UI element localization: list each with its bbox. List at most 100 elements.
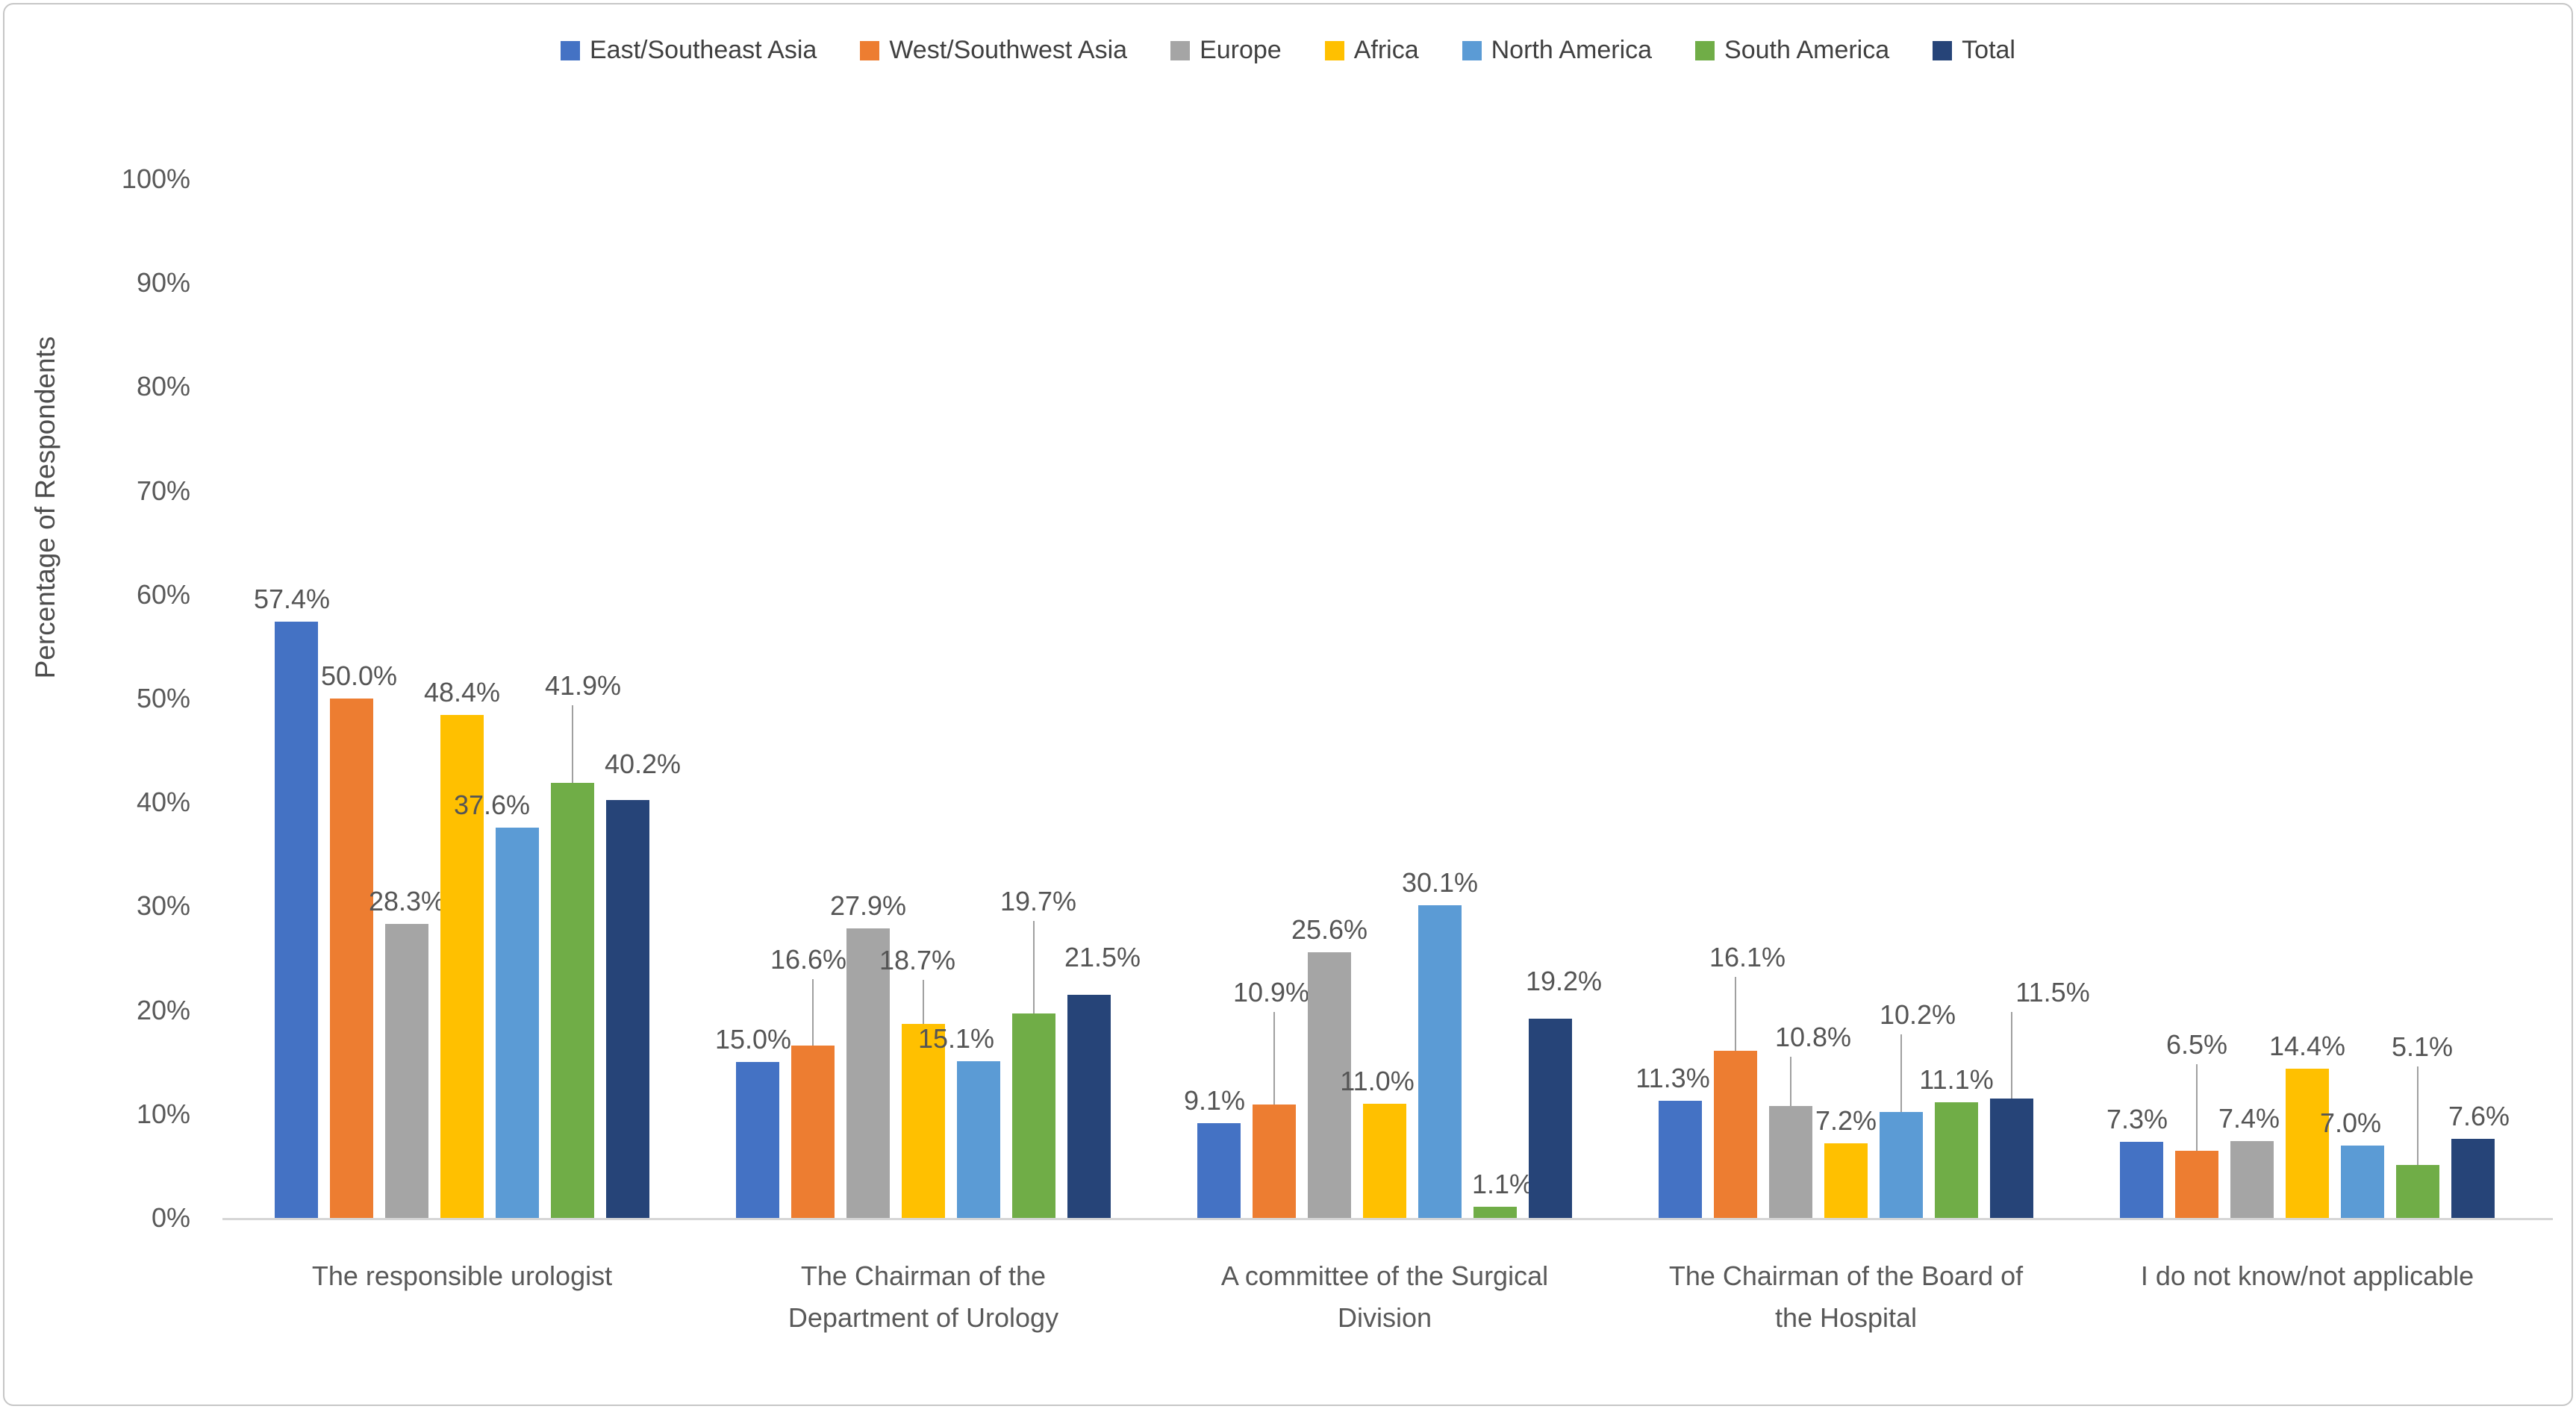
bar-europe: [1769, 1105, 1812, 1218]
bar-west-southwest-asia: [791, 1045, 835, 1218]
bar-west-southwest-asia: [2175, 1150, 2218, 1218]
bar-west-southwest-asia: [330, 699, 373, 1218]
bar-africa: [2286, 1068, 2329, 1218]
data-label: 15.0%: [714, 1024, 792, 1055]
bar-south-america: [1012, 1013, 1055, 1218]
bar-east-southeast-asia: [275, 621, 318, 1218]
legend-item: East/Southeast Asia: [561, 36, 817, 65]
data-label: 11.0%: [1340, 1065, 1415, 1096]
x-axis-line: [222, 1218, 2553, 1220]
bar-europe: [385, 924, 428, 1218]
bar-europe: [1308, 952, 1351, 1218]
data-label: 16.1%: [1709, 941, 1786, 972]
data-label: 11.3%: [1635, 1062, 1710, 1093]
leader-line: [2417, 1066, 2418, 1165]
leader-line: [1735, 976, 1736, 1051]
y-tick-label: 10%: [136, 1098, 190, 1129]
legend-swatch-icon: [1462, 40, 1482, 60]
bar-north-america: [2341, 1145, 2384, 1218]
legend-label: North America: [1491, 36, 1653, 64]
bar-north-america: [1418, 905, 1462, 1218]
legend-item: West/Southwest Asia: [860, 36, 1127, 65]
legend-item: Europe: [1170, 36, 1282, 65]
legend-swatch-icon: [1933, 40, 1953, 60]
bar-east-southeast-asia: [1197, 1123, 1241, 1218]
bar-south-america: [2396, 1165, 2439, 1218]
data-label: 11.5%: [2015, 976, 2090, 1007]
legend-label: Africa: [1353, 36, 1419, 64]
bar-east-southeast-asia: [736, 1062, 779, 1218]
leader-line: [1900, 1034, 1902, 1113]
data-label: 14.4%: [2268, 1030, 2346, 1061]
bar-total: [2451, 1139, 2495, 1218]
legend-item: Africa: [1324, 36, 1419, 65]
legend-swatch-icon: [860, 40, 880, 60]
category-label: The responsible urologist: [311, 1260, 613, 1291]
legend-swatch-icon: [1695, 40, 1715, 60]
data-label: 9.1%: [1183, 1085, 1246, 1116]
data-label: 57.4%: [253, 583, 331, 614]
data-label: 10.2%: [1879, 999, 1956, 1031]
legend-label: South America: [1724, 36, 1890, 64]
data-label: 48.4%: [423, 677, 501, 708]
data-label: 16.6%: [770, 943, 847, 975]
bar-east-southeast-asia: [2120, 1142, 2163, 1218]
data-label: 18.7%: [879, 944, 956, 975]
leader-line: [1273, 1012, 1275, 1105]
category-label: A committee of the Surgical Division: [1220, 1260, 1549, 1333]
data-label: 6.5%: [2165, 1028, 2228, 1060]
data-label: 19.2%: [1525, 965, 1603, 996]
bar-east-southeast-asia: [1659, 1100, 1702, 1218]
y-tick-label: 30%: [136, 890, 190, 922]
legend-label: East/Southeast Asia: [590, 36, 817, 64]
bar-total: [606, 800, 649, 1218]
bar-africa: [902, 1023, 945, 1218]
bar-south-america: [1935, 1102, 1978, 1218]
data-label: 1.1%: [1471, 1168, 1534, 1199]
data-label: 37.6%: [453, 789, 531, 820]
leader-line: [923, 979, 924, 1024]
leader-line: [1790, 1056, 1791, 1106]
data-label: 25.6%: [1291, 913, 1368, 945]
data-label: 40.2%: [604, 749, 682, 780]
data-label: 5.1%: [2391, 1031, 2454, 1062]
leader-line: [1033, 920, 1035, 1013]
bar-africa: [1363, 1103, 1406, 1218]
leader-line: [2196, 1063, 2198, 1151]
bar-total: [1067, 994, 1111, 1218]
y-tick-label: 80%: [136, 371, 190, 402]
bar-south-america: [551, 782, 594, 1218]
category-label: I do not know/not applicable: [2140, 1260, 2474, 1291]
leader-line: [572, 704, 573, 783]
leader-line: [812, 978, 814, 1046]
legend-label: Europe: [1200, 36, 1282, 64]
data-label: 7.0%: [2319, 1107, 2382, 1138]
data-label: 11.1%: [1919, 1064, 1994, 1096]
bar-europe: [846, 928, 890, 1218]
legend-label: Total: [1962, 36, 2015, 64]
data-label: 27.9%: [829, 890, 907, 921]
y-tick-label: 40%: [136, 787, 190, 818]
bar-total: [1529, 1018, 1572, 1218]
bar-africa: [1824, 1143, 1868, 1218]
y-tick-label: 0%: [151, 1202, 190, 1233]
y-tick-label: 70%: [136, 475, 190, 506]
legend-item: South America: [1695, 36, 1889, 65]
data-label: 21.5%: [1064, 941, 1141, 972]
y-tick-label: 20%: [136, 994, 190, 1025]
legend-item: Total: [1933, 36, 2015, 65]
data-label: 10.8%: [1774, 1021, 1852, 1052]
data-label: 10.9%: [1232, 977, 1310, 1008]
bar-west-southwest-asia: [1714, 1050, 1757, 1218]
legend-swatch-icon: [1170, 40, 1191, 60]
bar-north-america: [496, 827, 539, 1218]
legend-item: North America: [1462, 36, 1652, 65]
bar-europe: [2230, 1140, 2274, 1218]
legend-swatch-icon: [561, 40, 580, 60]
data-label: 41.9%: [544, 669, 622, 701]
y-tick-label: 50%: [136, 683, 190, 713]
category-label: The Chairman of the Board of the Hospita…: [1668, 1260, 2024, 1333]
y-tick-label: 100%: [121, 163, 190, 194]
